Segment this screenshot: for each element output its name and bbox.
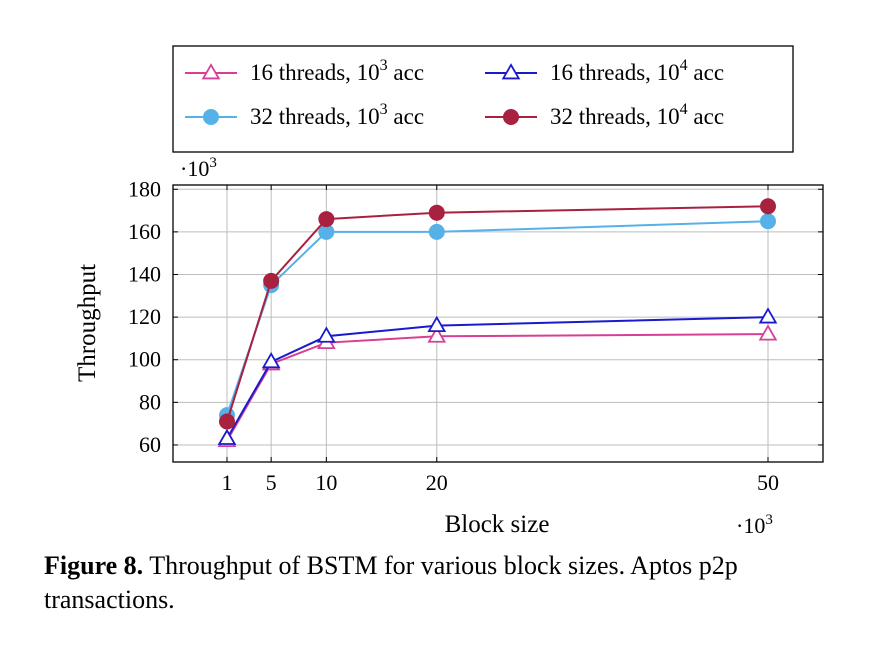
series-2	[217, 307, 778, 445]
x-axis-label: Block size	[445, 511, 550, 538]
circle-marker	[219, 413, 235, 430]
y-tick-label: 160	[128, 219, 161, 244]
triangle-marker	[758, 307, 778, 324]
legend-entry: 32 threads, 104 acc	[485, 101, 724, 129]
legend-frame	[172, 45, 794, 153]
series-1	[217, 324, 778, 448]
legend: 16 threads, 103 acc 16 threads, 104 acc 32…	[172, 45, 794, 153]
circle-marker	[263, 272, 280, 289]
circle-marker	[760, 213, 776, 230]
axes: 1 5 10 20 50 60 80 100 120 140 160 180 ·103 ·103 Block…	[74, 155, 823, 538]
series-line	[226, 220, 769, 416]
x-tick-label: 1	[222, 470, 233, 495]
y-tick-label: 80	[139, 389, 161, 414]
y-tick-label: 140	[128, 261, 161, 286]
legend-label: 16 threads, 104 acc	[550, 57, 724, 85]
y-tick-label: 100	[128, 347, 161, 372]
series-4	[219, 198, 776, 430]
x-tick-label: 10	[315, 470, 337, 495]
legend-entry: 32 threads, 103 acc	[185, 101, 424, 129]
x-tick-label: 20	[426, 470, 448, 495]
x-tick-label: 5	[266, 470, 277, 495]
y-axis-label: Throughput	[74, 264, 101, 382]
triangle-marker	[201, 63, 221, 80]
caption-text: Throughput of BSTM for various block siz…	[44, 551, 738, 614]
x-tick-label: 50	[757, 470, 779, 495]
circle-marker	[503, 109, 519, 125]
circle-marker	[428, 204, 445, 221]
circle-marker	[428, 223, 445, 240]
triangle-marker	[317, 326, 336, 343]
triangle-marker	[261, 351, 281, 369]
series-layer	[217, 198, 778, 448]
y-axis-multiplier: ·103	[180, 155, 217, 181]
figure-caption: Figure 8. Throughput of BSTM for various…	[44, 549, 864, 617]
y-tick-label: 120	[128, 304, 161, 329]
throughput-chart: 16 threads, 103 acc 16 threads, 104 acc 32…	[74, 45, 824, 538]
legend-label: 16 threads, 103 acc	[250, 57, 424, 85]
series-line	[226, 333, 769, 442]
circle-marker	[760, 198, 776, 215]
triangle-marker	[427, 326, 447, 343]
triangle-marker	[217, 428, 237, 445]
triangle-marker	[427, 315, 447, 332]
y-tick-label: 180	[128, 176, 161, 201]
caption-label: Figure 8.	[44, 551, 144, 580]
x-axis-multiplier: ·103	[736, 512, 773, 538]
circle-marker	[318, 211, 335, 228]
circle-marker	[203, 109, 219, 125]
plot-frame	[172, 184, 824, 463]
series-line	[226, 205, 769, 422]
legend-label: 32 threads, 103 acc	[250, 101, 424, 129]
y-tick-label: 60	[139, 432, 161, 457]
triangle-marker	[501, 63, 521, 80]
legend-entry: 16 threads, 103 acc	[185, 57, 424, 85]
legend-label: 32 threads, 104 acc	[550, 101, 724, 129]
legend-entry: 16 threads, 104 acc	[485, 57, 724, 85]
triangle-marker	[758, 324, 778, 341]
